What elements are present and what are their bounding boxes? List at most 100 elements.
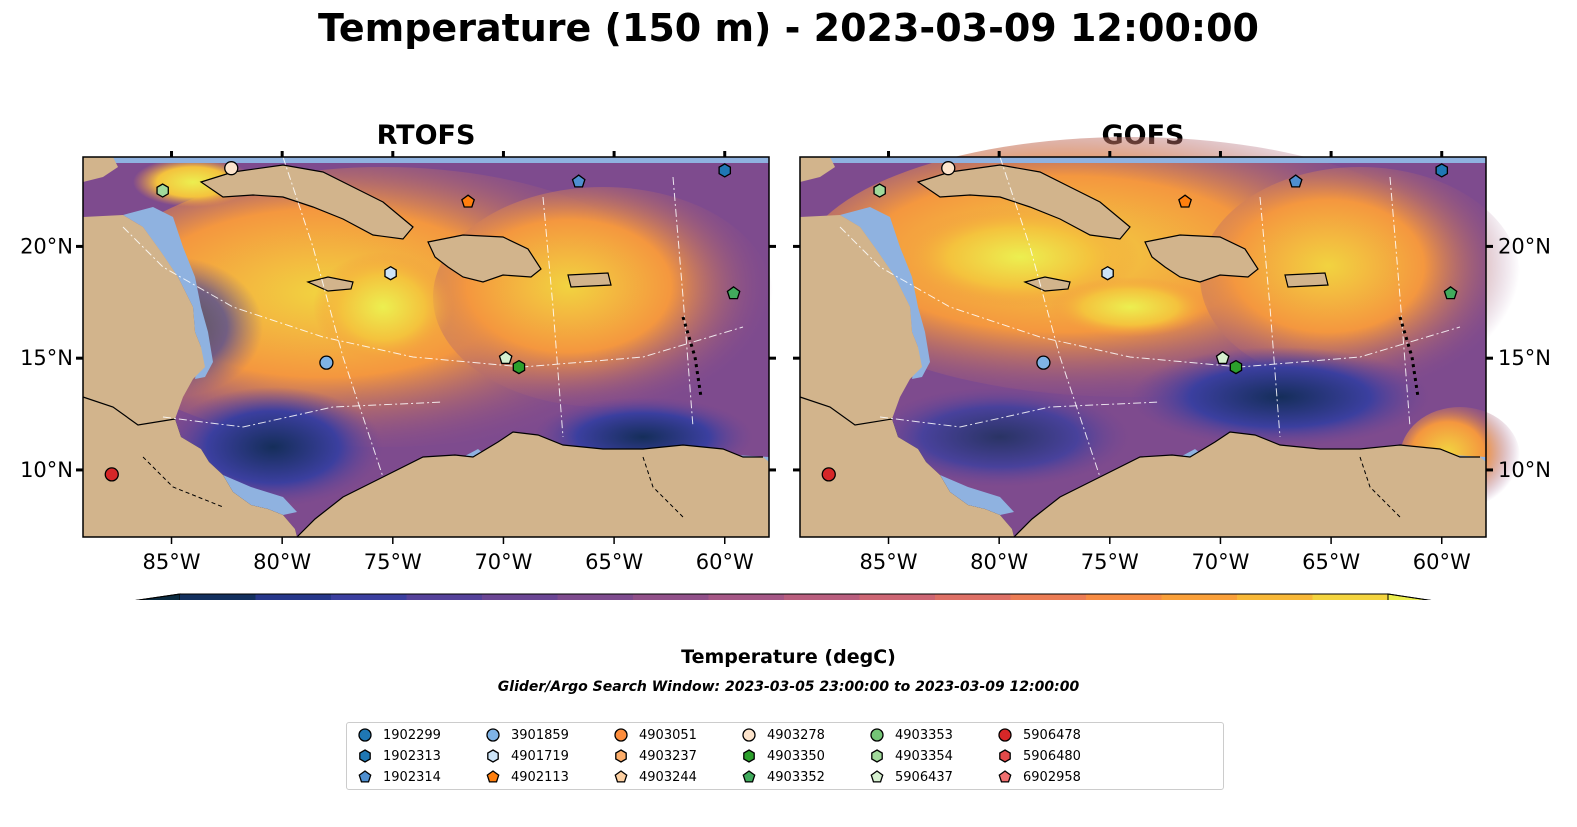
legend-item: 4903051 [613, 726, 697, 744]
legend-marker-icon [998, 770, 1012, 783]
legend-marker-icon [871, 749, 883, 763]
map-panel-gofs [799, 137, 1520, 538]
legend-marker-5906480 [999, 749, 1011, 763]
map-panel-rtofs [82, 156, 773, 538]
float-marker-4903352 [1443, 286, 1458, 300]
legend-label: 5906478 [1023, 727, 1081, 743]
legend-label: 4903353 [895, 727, 953, 743]
legend-marker-icon [614, 728, 628, 742]
legend-label: 4901719 [511, 748, 569, 764]
legend-label: 4903278 [767, 727, 825, 743]
float-marker-5906478 [104, 467, 119, 482]
colorbar-segment [1237, 594, 1313, 600]
legend-label: 5906480 [1023, 748, 1081, 764]
float-legend: 1902299 1902313 1902314 3901859 4901719 49021… [346, 722, 1224, 790]
legend-label: 1902314 [383, 769, 441, 785]
float-marker-4903278 [224, 161, 239, 176]
legend-label: 1902313 [383, 748, 441, 764]
legend-marker-icon [358, 728, 372, 742]
x-tick-label: 75°W [364, 550, 422, 574]
legend-label: 4903350 [767, 748, 825, 764]
legend-item: 1902299 [357, 726, 441, 744]
legend-label: 1902299 [383, 727, 441, 743]
legend-label: 4903237 [639, 748, 697, 764]
legend-marker-4903352 [742, 770, 756, 783]
legend-marker-icon [999, 749, 1011, 763]
float-marker-5906478 [821, 467, 836, 482]
legend-item: 4901719 [485, 747, 569, 765]
legend-marker-icon [615, 749, 627, 763]
x-tick-label: 65°W [1302, 550, 1360, 574]
legend-item: 4903352 [741, 768, 825, 786]
legend-marker-1902313 [359, 749, 371, 763]
float-marker-4902113 [461, 194, 475, 208]
colorbar-label: Temperature (degC) [681, 646, 896, 668]
legend-marker-4903353 [870, 728, 884, 742]
legend-marker-4903278 [742, 728, 756, 742]
legend-marker-4903237 [615, 749, 627, 763]
legend-marker-icon [870, 728, 884, 742]
legend-item: 3901859 [485, 726, 569, 744]
colorbar-segment [255, 594, 332, 600]
legend-marker-icon [486, 770, 500, 783]
colorbar-segment [557, 594, 634, 600]
float-marker-1902313 [718, 163, 732, 178]
y-tick-label-right: 10°N [1498, 458, 1551, 482]
legend-marker-5906437 [870, 770, 884, 783]
legend-label: 4903352 [767, 769, 825, 785]
y-tick-label-left: 15°N [20, 346, 73, 370]
map-figure: 85°W 80°W 75°W 70°W 65°W 60°W 20°N 15°N 10°N 85°W… [20, 137, 1551, 600]
legend-item: 4903244 [613, 768, 697, 786]
legend-item: 1902313 [357, 747, 441, 765]
legend-marker-icon [359, 749, 371, 763]
float-markers-rtofs [104, 161, 741, 482]
colorbar-segment [784, 594, 860, 600]
legend-marker-1902299 [358, 728, 372, 742]
legend-item: 4903350 [741, 747, 825, 765]
legend-item: 6902958 [997, 768, 1081, 786]
x-tick-label: 75°W [1081, 550, 1139, 574]
float-marker-4903354 [873, 183, 886, 198]
legend-marker-4903244 [614, 770, 628, 783]
legend-marker-icon [614, 770, 628, 783]
legend-marker-3901859 [486, 728, 500, 742]
legend-item: 4903354 [869, 747, 953, 765]
float-marker-5906437 [498, 350, 513, 365]
x-tick-label: 60°W [696, 550, 754, 574]
legend-label: 4903051 [639, 727, 697, 743]
float-marker-1902313 [1435, 163, 1449, 178]
colorbar-segment [935, 594, 1011, 600]
legend-item: 4903278 [741, 726, 825, 744]
legend-item: 4903353 [869, 726, 953, 744]
colorbar-segment [859, 594, 936, 600]
panel-title-rtofs: RTOFS [376, 120, 476, 151]
legend-item: 5906437 [869, 768, 953, 786]
x-tick-label: 80°W [970, 550, 1028, 574]
legend-marker-4903350 [743, 749, 755, 763]
colorbar-segment [1312, 594, 1389, 600]
float-marker-5906437 [1215, 350, 1230, 365]
float-marker-1902314 [571, 174, 586, 188]
float-marker-4903350 [1229, 359, 1243, 375]
y-tick-label-right: 15°N [1498, 346, 1551, 370]
legend-label: 4903244 [639, 769, 697, 785]
legend-item: 5906478 [997, 726, 1081, 744]
legend-marker-icon [487, 749, 499, 763]
y-tick-label-left: 20°N [20, 234, 73, 258]
float-markers-gofs [821, 161, 1458, 482]
float-marker-1902314 [1288, 174, 1303, 188]
colorbar: 1718192021222324 [135, 593, 1432, 600]
float-marker-3901859 [319, 355, 334, 370]
float-marker-4903352 [726, 286, 741, 300]
legend-label: 5906437 [895, 769, 953, 785]
y-tick-label-left: 10°N [20, 458, 73, 482]
x-tick-label: 80°W [253, 550, 311, 574]
float-marker-4901719 [384, 265, 397, 281]
colorbar-segment [406, 594, 483, 600]
float-marker-4902113 [1178, 194, 1192, 208]
colorbar-segment [180, 594, 256, 600]
x-tick-label: 70°W [1191, 550, 1249, 574]
legend-item: 5906480 [997, 747, 1081, 765]
float-marker-3901859 [1036, 355, 1051, 370]
search-window-text: Glider/Argo Search Window: 2023-03-05 23… [497, 679, 1080, 695]
